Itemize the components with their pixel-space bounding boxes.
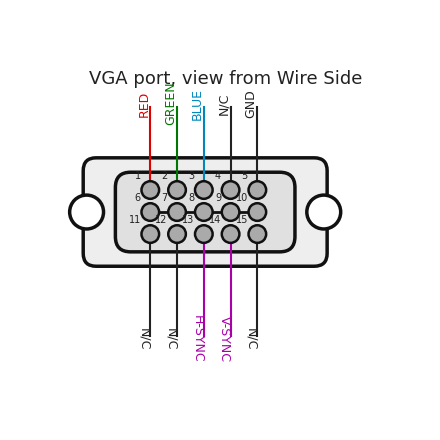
FancyBboxPatch shape: [115, 172, 295, 252]
Text: 1: 1: [135, 171, 141, 181]
Text: VGA port, view from Wire Side: VGA port, view from Wire Side: [89, 70, 362, 88]
Text: GREEN: GREEN: [164, 82, 177, 125]
Text: N/C: N/C: [244, 328, 257, 350]
Text: GND: GND: [244, 89, 257, 118]
Text: 15: 15: [235, 215, 248, 225]
Circle shape: [249, 181, 266, 199]
Text: N/C: N/C: [164, 328, 177, 350]
Circle shape: [222, 203, 239, 221]
Text: 2: 2: [161, 171, 168, 181]
Circle shape: [142, 181, 159, 199]
FancyBboxPatch shape: [83, 158, 327, 266]
Circle shape: [168, 203, 186, 221]
Circle shape: [168, 181, 186, 199]
Text: 4: 4: [215, 171, 221, 181]
Text: 8: 8: [188, 193, 194, 203]
Circle shape: [168, 225, 186, 243]
Text: 10: 10: [235, 193, 248, 203]
Circle shape: [195, 181, 213, 199]
Text: 7: 7: [161, 193, 168, 203]
Text: 14: 14: [209, 215, 221, 225]
Text: V-SYNC: V-SYNC: [218, 316, 231, 362]
Circle shape: [142, 203, 159, 221]
Text: 5: 5: [242, 171, 248, 181]
Text: N/C: N/C: [218, 92, 231, 115]
Circle shape: [249, 225, 266, 243]
Text: 6: 6: [135, 193, 141, 203]
Text: H-SYNC: H-SYNC: [191, 315, 204, 363]
Circle shape: [307, 195, 341, 229]
Circle shape: [195, 203, 213, 221]
Circle shape: [195, 225, 213, 243]
Text: N/C: N/C: [137, 328, 150, 350]
Circle shape: [249, 203, 266, 221]
Text: RED: RED: [137, 91, 150, 117]
Circle shape: [70, 195, 103, 229]
Circle shape: [142, 225, 159, 243]
Text: 13: 13: [182, 215, 194, 225]
Text: 9: 9: [215, 193, 221, 203]
Text: BLUE: BLUE: [191, 88, 204, 120]
Circle shape: [222, 225, 239, 243]
Text: 11: 11: [128, 215, 141, 225]
Text: 3: 3: [188, 171, 194, 181]
Text: 12: 12: [155, 215, 168, 225]
Circle shape: [222, 181, 239, 199]
